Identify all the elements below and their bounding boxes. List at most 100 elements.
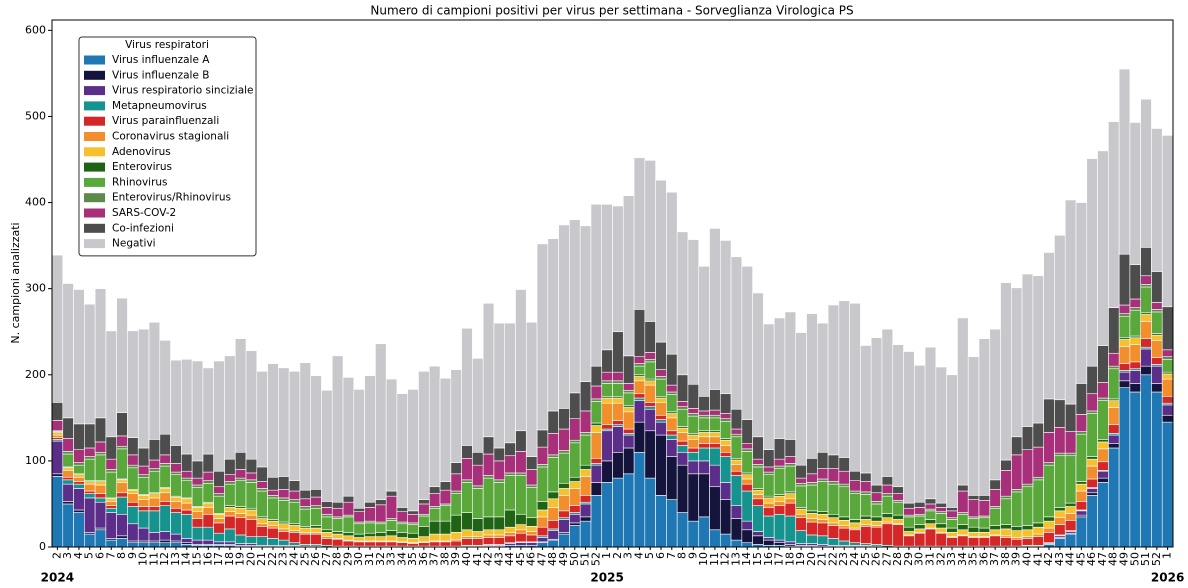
- bar-segment: [1000, 498, 1012, 525]
- bar-segment: [105, 469, 117, 473]
- bar-segment: [525, 526, 538, 532]
- bar-segment: [353, 511, 365, 523]
- legend-label: Metapneumovirus: [112, 100, 207, 112]
- bar-segment: [418, 515, 430, 527]
- bar-segment: [569, 442, 581, 478]
- bar-segment: [191, 477, 204, 486]
- bar-segment: [1129, 383, 1141, 393]
- bar-segment: [903, 526, 915, 532]
- bar-segment: [62, 501, 74, 505]
- bar-segment: [935, 502, 947, 508]
- x-tick-label: 26: [309, 552, 322, 566]
- bar-segment: [601, 460, 613, 483]
- x-tick-label: 51: [579, 552, 592, 566]
- x-tick-label: 39: [1010, 552, 1023, 566]
- bar-segment: [1097, 397, 1109, 401]
- bar-segment: [105, 458, 117, 470]
- bar-segment: [698, 417, 710, 432]
- bar-segment: [1151, 383, 1163, 393]
- bar-segment: [407, 513, 419, 524]
- bar-segment: [806, 458, 818, 475]
- bar-segment: [666, 353, 678, 386]
- bar-segment: [472, 358, 484, 453]
- bar-segment: [234, 338, 247, 453]
- bar-segment: [730, 539, 743, 548]
- bar-segment: [612, 477, 624, 548]
- bar-segment: [342, 501, 355, 516]
- bar-segment: [881, 495, 894, 514]
- bar-segment: [94, 288, 107, 419]
- bar-segment: [1064, 199, 1077, 405]
- bar-segment: [536, 446, 549, 465]
- bar-segment: [1161, 135, 1174, 308]
- bar-segment: [213, 495, 225, 514]
- bar-segment: [849, 470, 861, 481]
- bar-segment: [62, 438, 74, 452]
- x-tick-label: 42: [1042, 552, 1055, 566]
- x-tick-label: 49: [1117, 552, 1130, 566]
- chart-title: Numero di campioni positivi per virus pe…: [370, 4, 853, 18]
- bar-segment: [601, 349, 613, 373]
- bar-segment: [450, 462, 462, 475]
- bar-segment: [127, 330, 139, 438]
- bar-segment: [795, 517, 807, 531]
- bar-segment: [612, 331, 624, 373]
- bar-segment: [1086, 413, 1098, 457]
- bar-segment: [1129, 337, 1141, 345]
- bar-segment: [1064, 520, 1077, 531]
- bar-segment: [1161, 356, 1174, 360]
- legend-label: SARS-COV-2: [112, 207, 176, 219]
- x-tick-label: 2: [50, 552, 63, 559]
- bar-segment: [278, 497, 290, 501]
- bar-segment: [644, 406, 656, 410]
- bar-segment: [622, 195, 635, 357]
- bar-segment: [784, 463, 797, 467]
- bar-segment: [881, 513, 894, 519]
- bar-segment: [795, 508, 807, 515]
- bar-segment: [536, 464, 549, 468]
- bar-segment: [1151, 302, 1163, 310]
- bar-segment: [676, 408, 689, 427]
- bar-segment: [730, 256, 743, 410]
- bar-segment: [137, 506, 150, 512]
- bar-segment: [84, 533, 96, 548]
- bar-segment: [644, 361, 656, 380]
- bar-segment: [914, 528, 926, 533]
- legend-swatch: [84, 177, 105, 187]
- bar-segment: [278, 489, 290, 499]
- bar-segment: [181, 502, 193, 511]
- x-tick-label: 3: [61, 552, 74, 559]
- bar-segment: [687, 413, 700, 417]
- bar-segment: [935, 523, 947, 529]
- bar-segment: [515, 542, 527, 546]
- x-tick-label: 28: [331, 552, 344, 566]
- bar-segment: [493, 482, 506, 518]
- bar-segment: [299, 527, 311, 533]
- bar-segment: [633, 309, 646, 357]
- bar-segment: [1118, 304, 1131, 314]
- bar-segment: [1097, 470, 1109, 479]
- bar-segment: [633, 365, 646, 376]
- bar-segment: [666, 191, 678, 355]
- bar-segment: [590, 365, 603, 387]
- bar-segment: [730, 505, 743, 519]
- bar-segment: [213, 518, 225, 524]
- bar-segment: [1011, 436, 1023, 456]
- bar-segment: [1064, 513, 1077, 521]
- bar-segment: [148, 321, 161, 440]
- bar-segment: [375, 499, 387, 506]
- bar-segment: [202, 367, 214, 455]
- bar-segment: [763, 502, 775, 508]
- bar-segment: [860, 345, 872, 474]
- bar-segment: [838, 470, 850, 485]
- x-tick-label: 7: [665, 552, 678, 559]
- bar-segment: [752, 498, 764, 506]
- bar-segment: [1043, 432, 1055, 463]
- x-tick-label: 27: [320, 552, 333, 566]
- bar-segment: [407, 532, 419, 539]
- bar-segment: [558, 450, 570, 454]
- bar-segment: [601, 383, 613, 397]
- bar-segment: [655, 414, 667, 420]
- bar-segment: [1054, 524, 1066, 536]
- bar-segment: [579, 432, 592, 436]
